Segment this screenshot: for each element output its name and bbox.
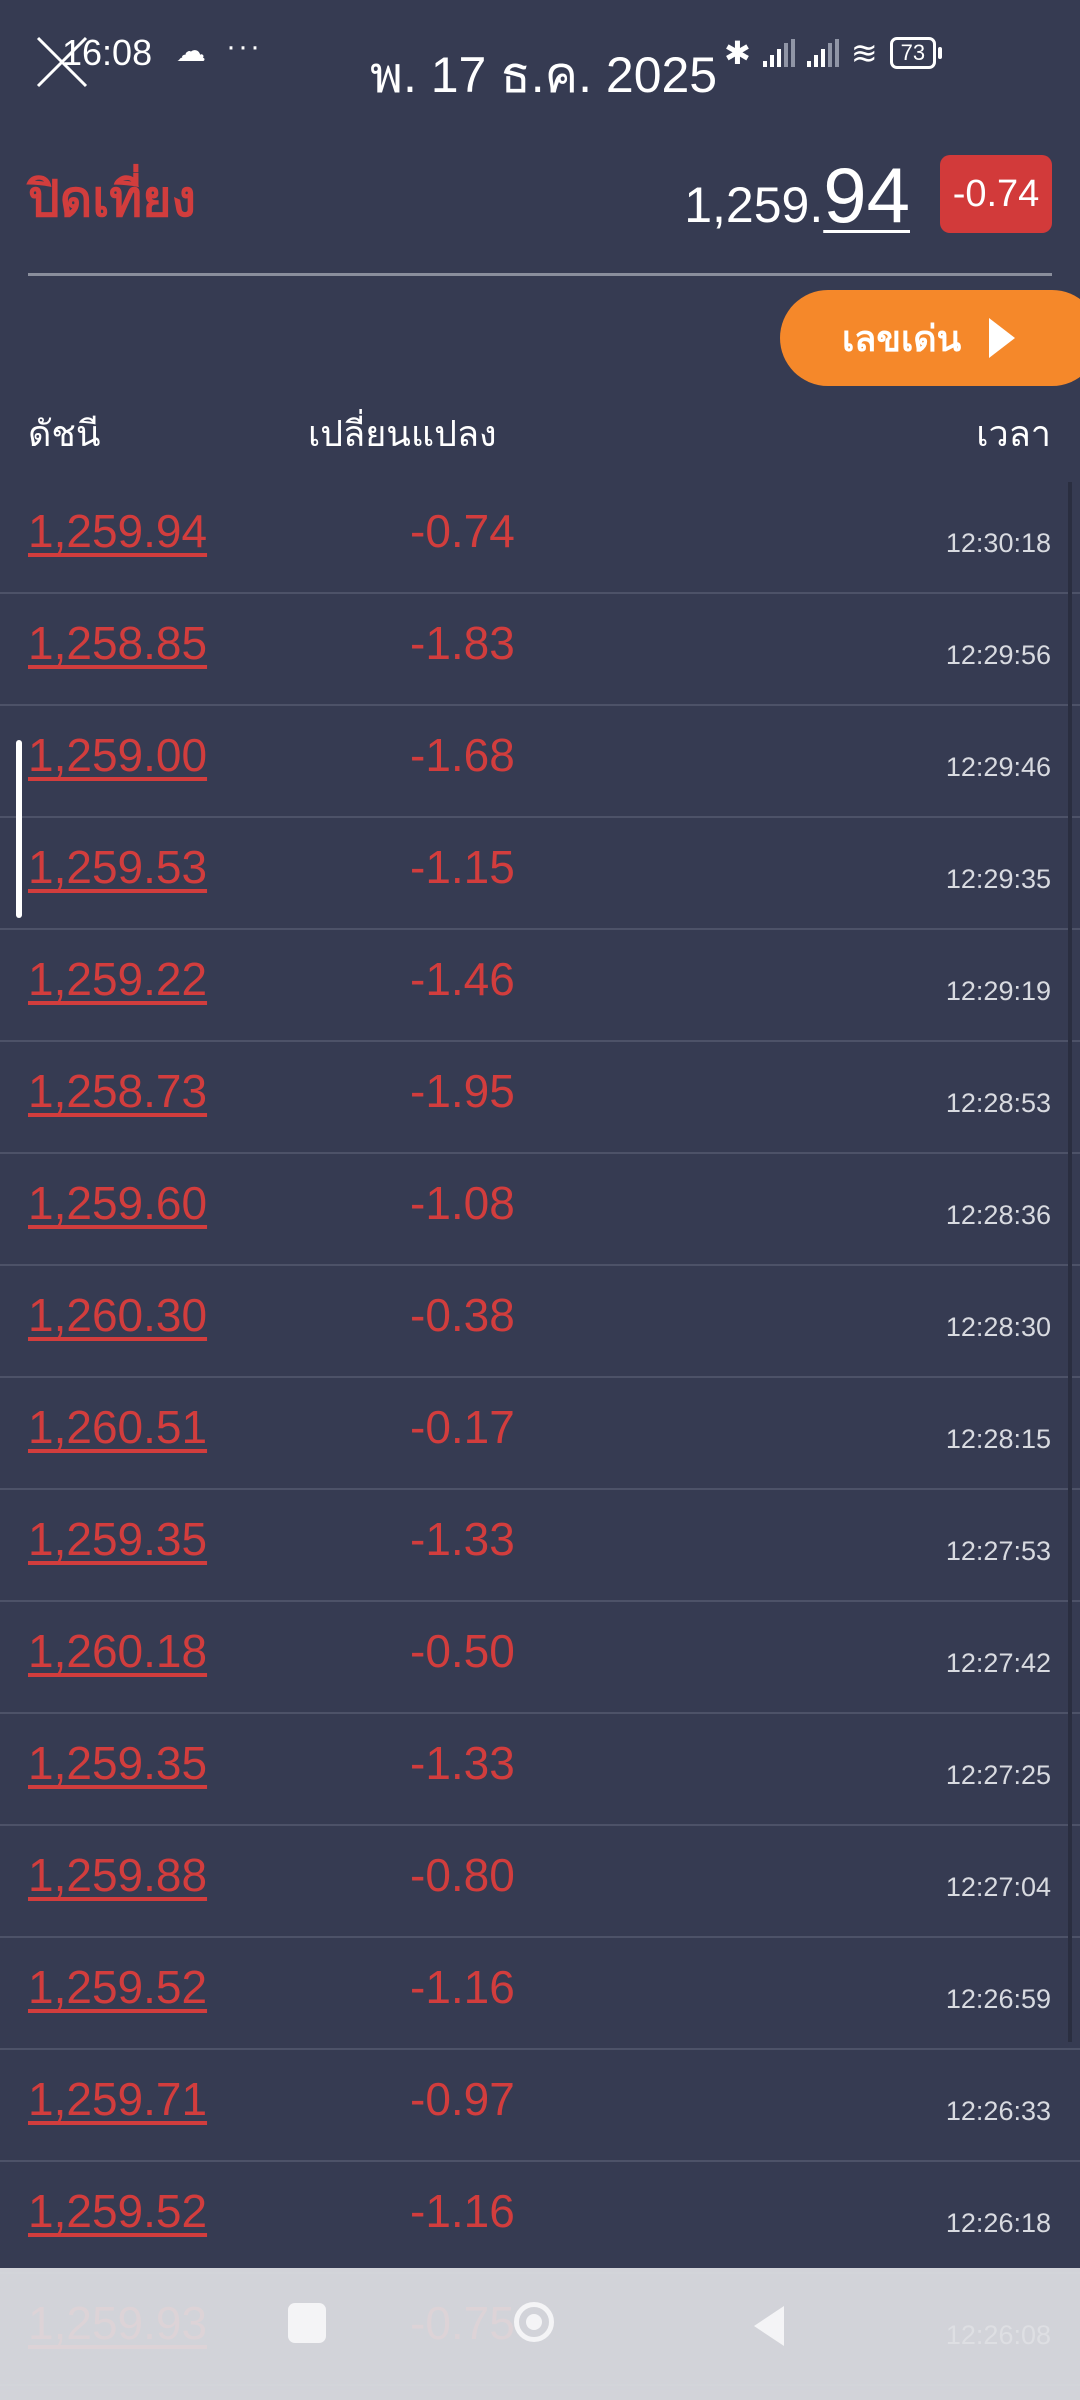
scrollbar-thumb[interactable] bbox=[16, 740, 22, 918]
index-value-link[interactable]: 1,259.71 bbox=[28, 2073, 208, 2125]
change-value: -1.83 bbox=[410, 617, 515, 669]
status-date: พ. 17 ธ.ค. 2025 bbox=[370, 47, 718, 103]
table-row: 1,259.88 -0.80 12:27:04 bbox=[0, 1826, 1080, 1938]
change-value: -1.08 bbox=[410, 1177, 515, 1229]
change-badge: -0.74 bbox=[940, 155, 1052, 233]
table-row: 1,259.94 -0.74 12:30:18 bbox=[0, 482, 1080, 594]
status-bar: 16:08 ☁ ··· พ. 17 ธ.ค. 2025 ✱ ≋ 73 bbox=[0, 0, 1080, 120]
recents-button[interactable] bbox=[288, 2303, 326, 2343]
hot-numbers-button[interactable]: เลขเด่น bbox=[780, 290, 1080, 386]
change-value: -1.16 bbox=[410, 1961, 515, 2013]
time-value: 12:29:46 bbox=[945, 752, 1051, 782]
change-value: -0.97 bbox=[410, 2073, 515, 2125]
current-price: 1,259.94 bbox=[684, 150, 910, 241]
change-value: -1.95 bbox=[410, 1065, 515, 1117]
time-value: 12:27:42 bbox=[945, 1648, 1051, 1678]
table-row: 1,259.52 -1.16 12:26:18 bbox=[0, 2162, 1080, 2274]
table-row: 1,259.60 -1.08 12:28:36 bbox=[0, 1154, 1080, 1266]
table-row: 1,258.85 -1.83 12:29:56 bbox=[0, 594, 1080, 706]
time-value: 12:27:53 bbox=[945, 1536, 1051, 1566]
time-value: 12:28:15 bbox=[945, 1424, 1051, 1454]
back-button[interactable] bbox=[754, 2306, 784, 2346]
play-arrow-icon bbox=[989, 318, 1016, 358]
price-main: 1,259. bbox=[684, 177, 824, 233]
change-value: -1.33 bbox=[410, 1513, 515, 1565]
index-value-link[interactable]: 1,259.22 bbox=[28, 953, 208, 1005]
change-value: -0.80 bbox=[410, 1849, 515, 1901]
table-row: 1,259.00 -1.68 12:29:46 bbox=[0, 706, 1080, 818]
change-value: -0.17 bbox=[410, 1401, 515, 1453]
index-value-link[interactable]: 1,260.18 bbox=[28, 1625, 208, 1677]
index-value-link[interactable]: 1,259.35 bbox=[28, 1513, 208, 1565]
signal-icon-2 bbox=[806, 39, 839, 67]
more-notifications-icon: ··· bbox=[226, 30, 262, 63]
index-value-link[interactable]: 1,259.35 bbox=[28, 1737, 208, 1789]
cloud-icon: ☁ bbox=[176, 35, 206, 68]
status-time: 16:08 bbox=[62, 32, 153, 73]
change-value: -0.38 bbox=[410, 1289, 515, 1341]
table-row: 1,258.73 -1.95 12:28:53 bbox=[0, 1042, 1080, 1154]
index-value-link[interactable]: 1,258.85 bbox=[28, 617, 208, 669]
index-value-link[interactable]: 1,259.52 bbox=[28, 1961, 208, 2013]
notification-off-icon bbox=[36, 36, 88, 88]
index-value-link[interactable]: 1,260.51 bbox=[28, 1401, 208, 1453]
index-value-link[interactable]: 1,260.30 bbox=[28, 1289, 208, 1341]
time-value: 12:29:56 bbox=[945, 640, 1051, 670]
table-row: 1,259.22 -1.46 12:29:19 bbox=[0, 930, 1080, 1042]
index-value-link[interactable]: 1,259.60 bbox=[28, 1177, 208, 1229]
hot-numbers-label: เลขเด่น bbox=[842, 317, 962, 359]
index-value-link[interactable]: 1,259.00 bbox=[28, 729, 208, 781]
index-value-link[interactable]: 1,259.88 bbox=[28, 1849, 208, 1901]
index-value-link[interactable]: 1,258.73 bbox=[28, 1065, 208, 1117]
time-value: 12:29:35 bbox=[945, 864, 1051, 894]
price-decimal: 94 bbox=[823, 151, 910, 239]
change-value: -1.16 bbox=[410, 2185, 515, 2237]
time-value: 12:27:25 bbox=[945, 1760, 1051, 1790]
time-value: 12:26:33 bbox=[945, 2096, 1051, 2126]
time-value: 12:28:30 bbox=[945, 1312, 1051, 1342]
time-value: 12:26:18 bbox=[945, 2208, 1051, 2238]
column-header-change: เปลี่ยนแปลง bbox=[308, 413, 497, 454]
price-list: 1,259.94 -0.74 12:30:18 1,258.85 -1.83 12:29:… bbox=[0, 482, 1080, 2386]
change-value: -1.46 bbox=[410, 953, 515, 1005]
wifi-icon: ≋ bbox=[850, 35, 878, 71]
change-value: -0.50 bbox=[410, 1625, 515, 1677]
time-value: 12:29:19 bbox=[945, 976, 1051, 1006]
table-row: 1,260.30 -0.38 12:28:30 bbox=[0, 1266, 1080, 1378]
table-row: 1,259.52 -1.16 12:26:59 bbox=[0, 1938, 1080, 2050]
column-header-index: ดัชนี bbox=[28, 413, 101, 454]
column-header-time: เวลา bbox=[976, 413, 1051, 454]
scrollbar-track[interactable] bbox=[1068, 482, 1072, 2042]
change-value: -1.68 bbox=[410, 729, 515, 781]
divider bbox=[28, 273, 1052, 276]
table-row: 1,260.18 -0.50 12:27:42 bbox=[0, 1602, 1080, 1714]
table-row: 1,259.35 -1.33 12:27:53 bbox=[0, 1490, 1080, 1602]
index-value-link[interactable]: 1,259.94 bbox=[28, 505, 208, 557]
index-value-link[interactable]: 1,259.53 bbox=[28, 841, 208, 893]
table-row: 1,260.51 -0.17 12:28:15 bbox=[0, 1378, 1080, 1490]
battery-icon: 73 bbox=[889, 37, 943, 69]
table-row: 1,259.35 -1.33 12:27:25 bbox=[0, 1714, 1080, 1826]
table-row: 1,259.53 -1.15 12:29:35 bbox=[0, 818, 1080, 930]
time-value: 12:28:53 bbox=[945, 1088, 1051, 1118]
change-value: -1.15 bbox=[410, 841, 515, 893]
time-value: 12:28:36 bbox=[945, 1200, 1051, 1230]
index-value-link[interactable]: 1,259.52 bbox=[28, 2185, 208, 2237]
home-button[interactable] bbox=[514, 2302, 554, 2342]
table-row: 1,259.71 -0.97 12:26:33 bbox=[0, 2050, 1080, 2162]
change-value: -0.74 bbox=[410, 505, 515, 557]
time-value: 12:30:18 bbox=[945, 528, 1051, 558]
signal-icon bbox=[762, 39, 795, 67]
time-value: 12:27:04 bbox=[945, 1872, 1051, 1902]
change-value: -1.33 bbox=[410, 1737, 515, 1789]
page-title: ปิดเที่ยง bbox=[28, 171, 196, 227]
time-value: 12:26:59 bbox=[945, 1984, 1051, 2014]
bluetooth-icon: ✱ bbox=[724, 35, 751, 71]
